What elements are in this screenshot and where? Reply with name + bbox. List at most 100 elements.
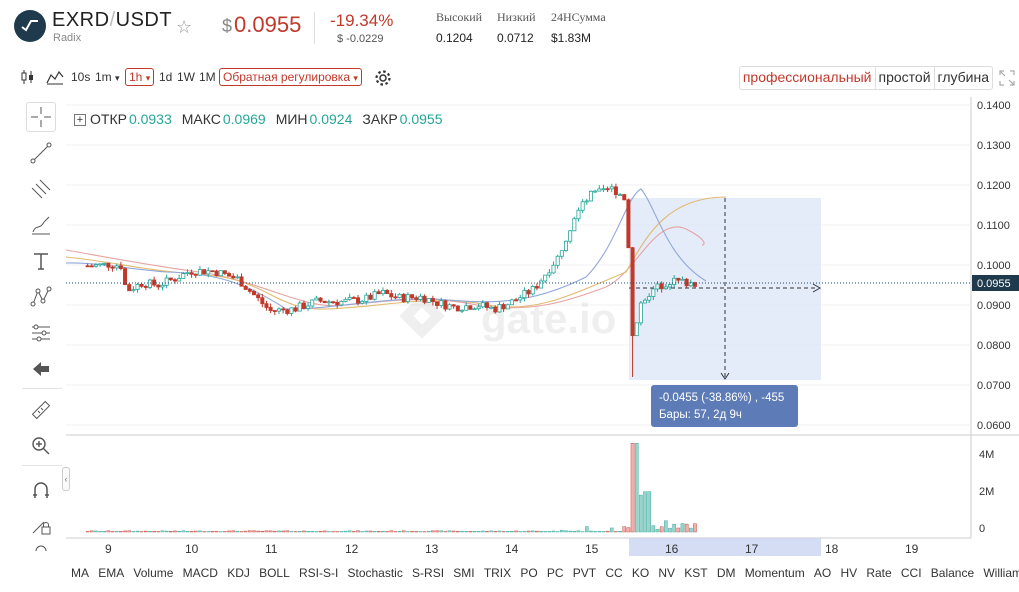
volume-bar [297,531,302,533]
indicator-tab-hv[interactable]: HV [840,566,858,580]
candle-body [177,278,182,282]
chart-area[interactable]: gate.io 0.1400 0.1300 0.1200 0.1100 0.1000 0.… [66,97,1019,564]
volume-bar [431,530,435,533]
indicator-tab-ao[interactable]: AO [813,566,832,580]
channel-tool-icon[interactable] [26,174,56,204]
interval-1h[interactable]: 1h ▾ [125,68,155,86]
time-axis: 9 10 11 12 13 14 15 16 17 18 19 [105,542,919,556]
collapse-toolbar-button[interactable]: ‹ [62,467,70,491]
indicator-tab-boll[interactable]: BOLL [259,566,290,580]
stat-volume: 24HСумма $1.83M [551,10,606,45]
indicator-tab-stochastic[interactable]: Stochastic [347,566,403,580]
stat-value: $1.83M [551,31,592,45]
magnet-icon[interactable] [26,475,56,505]
price-chart[interactable]: gate.io 0.14000.13000.12000.11000.10000.… [66,97,1019,564]
volume-bar [302,530,306,533]
volume-bar [385,531,389,533]
trend-line-tool-icon[interactable] [26,138,56,168]
settings-gear-icon[interactable] [374,69,392,90]
interval-1d[interactable]: 1d [159,70,173,84]
candle-body [680,278,685,281]
indicator-tab-dm[interactable]: DM [716,566,736,580]
candle-body [256,294,261,299]
indicator-tab-kdj[interactable]: KDJ [227,566,250,580]
candle-body [114,265,119,269]
interval-1m-month[interactable]: 1M [199,70,216,84]
indicators-icon[interactable] [46,69,64,88]
indicator-tab-cci[interactable]: CCI [900,566,922,580]
candle-body [222,270,227,274]
indicator-tab-smi[interactable]: SMI [453,566,475,580]
favorite-star-icon[interactable]: ☆ [176,17,193,37]
interval-1h-label: 1h [129,70,143,84]
tab-depth[interactable]: глубина [937,69,989,85]
indicator-tab-rate[interactable]: Rate [866,566,892,580]
volume-bar [322,530,327,533]
indicator-bar: MA EMA Volume MACD KDJ BOLL RSI-S-I Stochastic S… [66,564,1019,584]
interval-10s[interactable]: 10s [71,70,91,84]
volume-bar [364,530,369,533]
candle-body [672,277,677,285]
candle-body [235,276,240,279]
fib-tool-icon[interactable] [26,318,56,348]
volume-bar [410,531,414,533]
interval-1m[interactable]: 1m ▾ [95,70,120,84]
indicator-tab-ema[interactable]: EMA [98,566,125,580]
volume-bar [152,531,156,533]
pattern-tool-icon[interactable] [26,282,56,312]
candle-body [418,295,423,300]
indicator-tab-ma[interactable]: MA [71,566,89,580]
indicator-tab-cc[interactable]: CC [605,566,623,580]
volume-bar [185,530,190,533]
indicator-tab-pvt[interactable]: PVT [572,566,597,580]
volume-bar [630,443,635,533]
candle-type-icon[interactable] [20,69,36,88]
indicator-tab-nv[interactable]: NV [658,566,676,580]
indicator-tab-balance[interactable]: Balance [930,566,975,580]
volume-bar [256,530,260,533]
expand-legend-icon[interactable]: + [74,114,86,126]
lock-drawing-icon[interactable] [26,510,56,540]
candle-body [285,309,290,314]
adjust-select[interactable]: Обратная регулировка ▾ [219,68,362,86]
indicator-tab-williams[interactable]: Williams [983,566,1019,580]
indicator-tab-kst[interactable]: KST [684,566,708,580]
candle-body [543,274,548,282]
indicator-tab-po[interactable]: PO [520,566,538,580]
indicator-tab-rsi-s-i[interactable]: RSI-S-I [298,566,339,580]
indicator-tab-momentum[interactable]: Momentum [744,566,805,580]
indicator-tab-pc[interactable]: PC [546,566,564,580]
indicator-tab-macd[interactable]: MACD [182,566,218,580]
indicator-tab-ko[interactable]: KO [631,566,650,580]
volume-bar [347,530,352,533]
indicator-tab-volume[interactable]: Volume [133,566,174,580]
indicator-tab-s-rsi[interactable]: S-RSI [412,566,445,580]
volume-bar [585,526,589,533]
volume-bar [231,530,236,533]
fullscreen-icon[interactable] [999,70,1015,86]
volume-bar [451,530,456,533]
candle-body [110,266,115,269]
volume-bar [510,530,514,533]
interval-1w[interactable]: 1W [177,70,195,84]
candle-body [539,280,544,289]
candle-body [251,290,256,296]
volume-bar [318,530,323,533]
candle-body [339,301,344,306]
indicator-tab-trix[interactable]: TRIX [483,566,512,580]
zoom-in-icon[interactable] [26,431,56,461]
volume-bar [144,530,148,533]
tab-simple[interactable]: простой [876,67,935,89]
brush-tool-icon[interactable] [26,210,56,240]
crosshair-tool-icon[interactable] [26,102,56,132]
back-arrow-icon[interactable] [26,354,56,384]
price-tick-label: 0.1200 [977,180,1011,192]
tab-professional[interactable]: профессиональный [740,67,876,89]
candle-body [501,304,506,310]
more-tools-icon[interactable] [26,543,56,557]
ruler-tool-icon[interactable] [26,395,56,425]
volume-bar [177,531,181,533]
volume-bar [160,530,165,533]
volume-bar [560,529,564,533]
text-tool-icon[interactable] [26,246,56,276]
